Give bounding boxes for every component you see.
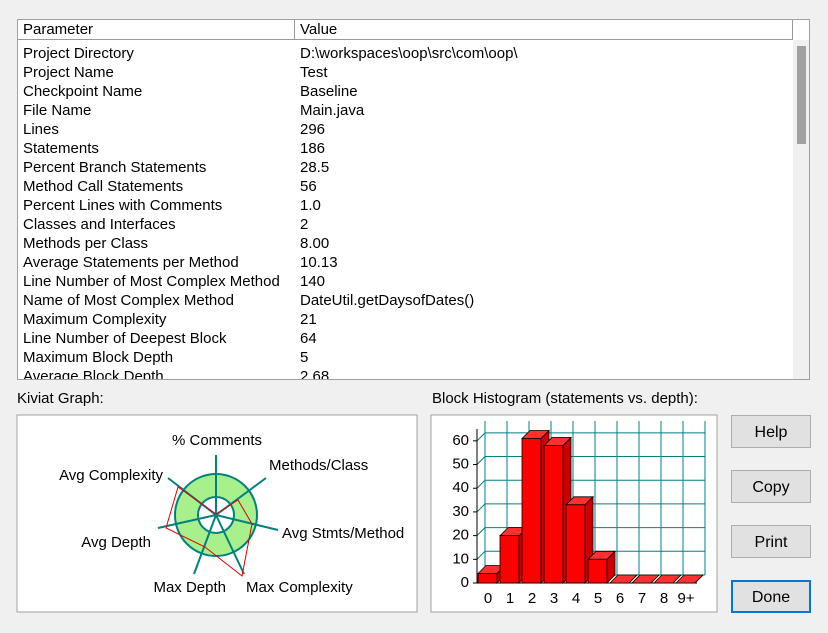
x-tick-label: 8 <box>660 590 668 607</box>
parameter-table: Parameter Value Project Directory D:\work… <box>17 19 810 380</box>
copy-button[interactable]: Copy <box>731 470 811 503</box>
column-header[interactable]: Value <box>295 20 793 40</box>
kiviat-graph <box>157 455 279 577</box>
grid-line <box>476 503 705 513</box>
y-tick-label: 10 <box>452 550 469 567</box>
parameter-name: Statements <box>23 140 99 157</box>
parameter-name: Maximum Complexity <box>23 311 167 328</box>
parameter-value: Baseline <box>300 83 358 100</box>
parameter-name: Method Call Statements <box>23 178 184 195</box>
bar <box>521 438 542 584</box>
parameter-value: 186 <box>300 140 326 157</box>
scrollbar[interactable] <box>793 40 809 379</box>
parameter-name: Line Number of Deepest Block <box>23 330 227 347</box>
parameter-value: Main.java <box>300 102 365 119</box>
parameter-name: Methods per Class <box>23 235 149 252</box>
y-tick-label: 30 <box>452 503 469 520</box>
parameter-value: 10.13 <box>300 254 338 271</box>
parameter-value: 64 <box>300 330 317 347</box>
parameter-value: 2 <box>300 216 309 233</box>
bar-top <box>653 574 682 584</box>
parameter-name: Classes and Interfaces <box>23 216 176 233</box>
grid-line <box>476 527 705 536</box>
parameter-value: 2.68 <box>300 368 330 380</box>
print-button[interactable]: Print <box>731 525 811 558</box>
parameter-name: Average Block Depth <box>23 368 164 380</box>
parameter-name: Checkpoint Name <box>23 83 143 100</box>
bar-top <box>609 574 638 584</box>
x-tick-label: 0 <box>484 590 492 607</box>
y-tick-label: 20 <box>452 527 469 544</box>
bar <box>477 573 498 584</box>
kiviat-title: Kiviat Graph: <box>17 390 104 407</box>
bar <box>499 535 520 584</box>
parameter-value: 296 <box>300 121 326 138</box>
parameter-value: 140 <box>300 273 326 290</box>
scroll-thumb[interactable] <box>797 46 806 144</box>
histogram-title: Block Histogram (statements vs. depth): <box>432 390 698 407</box>
parameter-value: 5 <box>300 349 309 366</box>
parameter-name: Maximum Block Depth <box>23 349 174 366</box>
grid-line <box>476 550 705 560</box>
y-tick-label: 0 <box>461 574 469 591</box>
parameter-value: 8.00 <box>300 235 330 252</box>
parameter-name: Lines <box>23 121 59 138</box>
parameter-value: 56 <box>300 178 317 195</box>
y-tick-label: 50 <box>452 456 469 473</box>
bar-top <box>675 574 704 584</box>
kiviat-axis-label: Max Complexity <box>246 579 353 596</box>
x-tick-label: 6 <box>616 590 624 607</box>
grid-line <box>476 456 705 465</box>
parameter-value: D:\workspaces\oop\src\com\oop\ <box>300 45 518 62</box>
y-tick-label: 40 <box>452 479 469 496</box>
bar <box>543 445 564 584</box>
bar <box>565 504 586 584</box>
x-tick-label: 5 <box>594 590 602 607</box>
grid-line <box>476 432 705 442</box>
x-tick-label: 3 <box>550 590 558 607</box>
column-header[interactable]: Parameter <box>18 20 295 40</box>
bar-top <box>631 574 660 584</box>
kiviat-axis-label: Avg Depth <box>81 534 151 551</box>
x-tick-label: 2 <box>528 590 536 607</box>
parameter-name: Percent Branch Statements <box>23 159 207 176</box>
parameter-name: Percent Lines with Comments <box>23 197 223 214</box>
help-button[interactable]: Help <box>731 415 811 448</box>
x-tick-label: 1 <box>506 590 514 607</box>
parameter-name: Project Directory <box>23 45 134 62</box>
parameter-value: Test <box>300 64 328 81</box>
parameter-name: Project Name <box>23 64 114 81</box>
parameter-value: 28.5 <box>300 159 330 176</box>
parameter-name: File Name <box>23 102 92 119</box>
y-tick-label: 60 <box>452 432 469 449</box>
kiviat-axis-label: % Comments <box>172 432 262 449</box>
x-tick-label: 9+ <box>677 590 694 607</box>
bar <box>587 558 608 584</box>
kiviat-axis-label: Avg Complexity <box>59 467 163 484</box>
grid-line <box>476 479 705 489</box>
parameter-value: 1.0 <box>300 197 321 214</box>
parameter-name: Average Statements per Method <box>23 254 239 271</box>
x-tick-label: 7 <box>638 590 646 607</box>
parameter-value: 21 <box>300 311 317 328</box>
x-tick-label: 4 <box>572 590 580 607</box>
kiviat-axis-label: Avg Stmts/Method <box>282 525 404 542</box>
parameter-name: Line Number of Most Complex Method <box>23 273 280 290</box>
kiviat-axis-label: Max Depth <box>153 579 226 596</box>
parameter-name: Name of Most Complex Method <box>23 292 234 309</box>
parameter-value: DateUtil.getDaysofDates() <box>300 292 475 309</box>
kiviat-axis-label: Methods/Class <box>269 457 368 474</box>
done-button[interactable]: Done <box>731 580 811 613</box>
